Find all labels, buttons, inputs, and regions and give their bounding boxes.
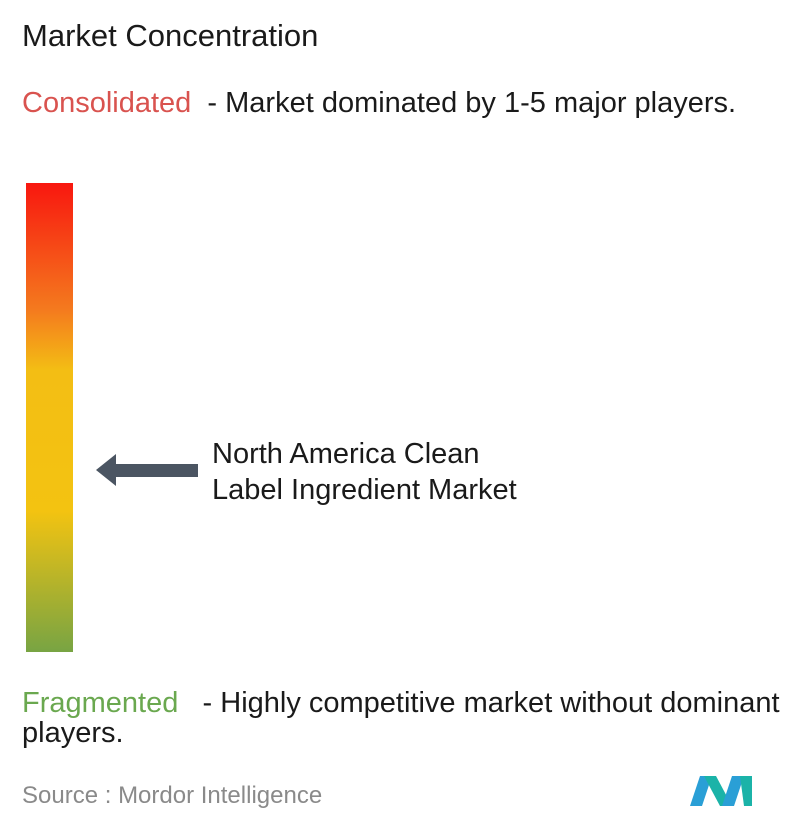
logo — [690, 776, 752, 806]
market-label-line: North America Clean — [212, 438, 480, 470]
top-text: Consolidated - Market dominated by 1-5 m… — [22, 88, 762, 118]
fragmented-label: Fragmented — [22, 687, 179, 719]
market-label: North America Clean Label Ingredient Mar… — [212, 436, 517, 508]
source-name: Mordor Intelligence — [118, 782, 323, 809]
fragmented-description: - Highly competitive market without domi… — [22, 687, 780, 749]
title: Market Concentration — [22, 18, 319, 53]
source-prefix: Source : — [22, 782, 112, 809]
arrow-head — [96, 454, 116, 486]
market-label-line: Label Ingredient Market — [212, 474, 517, 506]
consolidated-description: - Market dominated by 1-5 major players. — [207, 87, 737, 119]
consolidated-label: Consolidated — [22, 87, 192, 119]
bottom-text: Fragmented - Highly competitive market w… — [22, 688, 792, 748]
source: Source : Mordor Intelligence — [22, 782, 322, 810]
concentration-scale — [26, 183, 73, 652]
arrow-shaft — [112, 464, 198, 477]
